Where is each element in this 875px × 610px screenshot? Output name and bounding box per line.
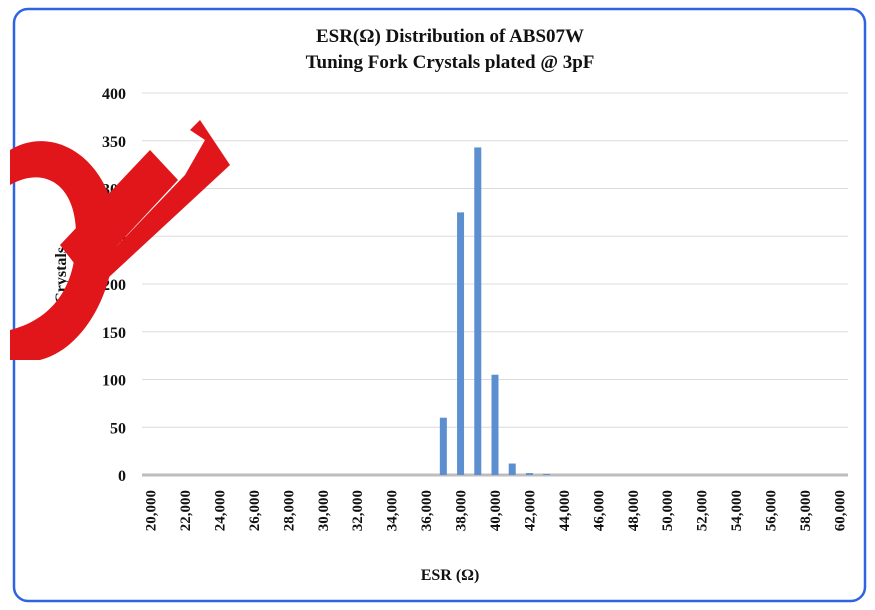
x-tick-label: 40,000	[488, 490, 504, 531]
y-tick-label: 100	[102, 373, 126, 390]
y-tick-label: 400	[102, 86, 126, 103]
bar	[474, 147, 482, 475]
watermark-o	[10, 141, 116, 360]
y-tick-label: 50	[110, 420, 126, 437]
x-tick-label: 28,000	[281, 490, 297, 531]
x-tick-label: 58,000	[798, 490, 814, 531]
chart-title: ESR(Ω) Distribution of ABS07W	[316, 26, 584, 47]
x-tick-label: 20,000	[144, 490, 160, 531]
x-tick-label: 44,000	[557, 490, 573, 531]
x-axis-label: ESR (Ω)	[421, 567, 480, 584]
bar	[439, 417, 447, 475]
bar	[457, 212, 465, 475]
x-tick-label: 50,000	[660, 490, 676, 531]
y-tick-label: 0	[118, 468, 126, 485]
x-tick-label: 30,000	[316, 490, 332, 531]
bar	[543, 474, 551, 475]
x-tick-label: 36,000	[419, 490, 435, 531]
x-tick-label: 54,000	[729, 490, 745, 531]
watermark	[10, 120, 230, 360]
x-tick-label: 32,000	[350, 490, 366, 531]
frame	[12, 7, 867, 603]
x-tick-label: 22,000	[178, 490, 194, 531]
bar	[508, 463, 516, 475]
bar	[491, 374, 499, 475]
plot: 05010015020025030035040020,00022,00024,0…	[102, 86, 848, 531]
y-tick-label: 150	[102, 325, 126, 342]
x-tick-label: 38,000	[454, 490, 470, 531]
x-tick-label: 26,000	[247, 490, 263, 531]
x-tick-label: 34,000	[385, 490, 401, 531]
x-tick-label: 42,000	[522, 490, 538, 531]
x-tick-label: 48,000	[626, 490, 642, 531]
x-tick-label: 24,000	[212, 490, 228, 531]
x-tick-label: 56,000	[764, 490, 780, 531]
chart-subtitle: Tuning Fork Crystals plated @ 3pF	[306, 52, 595, 73]
bar	[525, 473, 533, 475]
watermark-l	[60, 120, 230, 290]
x-tick-label: 60,000	[832, 490, 848, 531]
y-tick-label: 350	[102, 134, 126, 151]
x-tick-label: 52,000	[695, 490, 711, 531]
x-tick-label: 46,000	[591, 490, 607, 531]
